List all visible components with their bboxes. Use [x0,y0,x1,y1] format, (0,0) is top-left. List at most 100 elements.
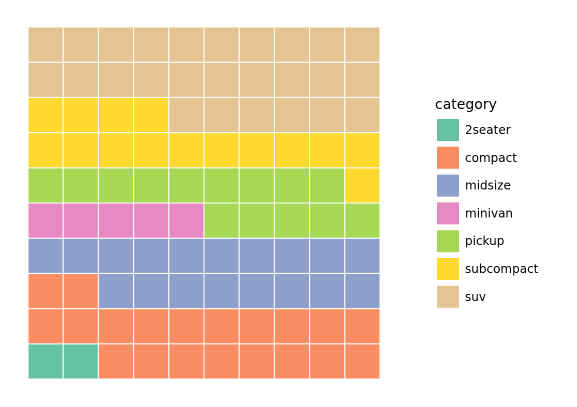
waffle-cell-minivan [168,202,205,239]
waffle-cell-compact [344,343,381,380]
waffle-cell-compact [344,308,381,345]
legend-label-suv: suv [465,290,486,304]
waffle-cell-pickup [203,202,240,239]
waffle-cell-suv [238,26,275,63]
waffle-cell-subcompact [273,132,311,169]
waffle-cell-pickup [273,167,311,204]
waffle-cell-midsize [273,237,311,274]
waffle-cell-minivan [133,202,170,239]
waffle-cell-suv [344,26,381,63]
waffle-cell-suv [309,61,346,98]
waffle-cell-compact [273,308,311,345]
waffle-cell-midsize [27,237,64,274]
legend: category 2seater compact midsize minivan pic… [435,97,539,308]
waffle-cell-pickup [168,167,205,204]
waffle-cell-compact [168,308,205,345]
waffle-cell-suv [133,61,170,98]
waffle-cell-suv [203,61,240,98]
waffle-cell-suv [203,96,240,134]
waffle-cell-pickup [97,167,135,204]
waffle-cell-subcompact [309,132,346,169]
legend-label-compact: compact [465,151,517,165]
waffle-cell-midsize [203,237,240,274]
legend-label-subcompact: subcompact [465,262,539,276]
waffle-cell-compact [203,343,240,380]
waffle-cell-subcompact [133,132,170,169]
waffle-cell-compact [62,272,99,310]
waffle-cell-midsize [203,272,240,310]
waffle-cell-midsize [97,272,135,310]
waffle-cell-suv [133,26,170,63]
waffle-cell-minivan [27,202,64,239]
waffle-cell-compact [309,308,346,345]
waffle-cell-suv [273,96,311,134]
waffle-cell-2seater [27,343,64,380]
waffle-cell-suv [273,26,311,63]
waffle-cell-suv [238,61,275,98]
waffle-cell-suv [309,26,346,63]
waffle-cell-minivan [97,202,135,239]
legend-key-compact [437,146,459,169]
waffle-cell-midsize [309,272,346,310]
legend-label-midsize: midsize [465,179,511,193]
waffle-cell-suv [344,96,381,134]
waffle-cell-suv [344,61,381,98]
waffle-cell-pickup [309,202,346,239]
waffle-cell-subcompact [97,132,135,169]
legend-label-pickup: pickup [465,234,504,248]
waffle-cell-midsize [97,237,135,274]
waffle-cell-suv [27,26,64,63]
waffle-cell-compact [203,308,240,345]
waffle-cell-suv [273,61,311,98]
waffle-cell-midsize [344,237,381,274]
waffle-cell-midsize [133,237,170,274]
waffle-cell-pickup [344,202,381,239]
waffle-cell-subcompact [344,132,381,169]
waffle-cell-compact [309,343,346,380]
waffle-cell-compact [97,308,135,345]
waffle-cell-pickup [133,167,170,204]
waffle-cell-midsize [238,237,275,274]
waffle-cell-pickup [62,167,99,204]
waffle-cell-subcompact [238,132,275,169]
waffle-cell-suv [168,26,205,63]
legend-title: category [435,97,497,113]
legend-label-minivan: minivan [465,206,513,220]
waffle-cell-pickup [203,167,240,204]
waffle-cell-subcompact [62,96,99,134]
waffle-cell-suv [238,96,275,134]
waffle-cell-midsize [309,237,346,274]
waffle-cell-midsize [62,237,99,274]
waffle-cell-suv [168,61,205,98]
waffle-cell-compact [62,308,99,345]
waffle-cell-suv [309,96,346,134]
waffle-cells [27,26,381,380]
legend-key-midsize [437,174,459,197]
waffle-cell-compact [133,308,170,345]
waffle-cell-suv [203,26,240,63]
waffle-cell-subcompact [62,132,99,169]
waffle-cell-subcompact [97,96,135,134]
waffle-cell-suv [168,96,205,134]
legend-key-minivan [437,202,459,225]
waffle-cell-compact [133,343,170,380]
waffle-cell-suv [97,61,135,98]
waffle-cell-suv [62,26,99,63]
waffle-cell-midsize [344,272,381,310]
legend-label-2seater: 2seater [465,123,511,137]
waffle-cell-midsize [238,272,275,310]
waffle-cell-pickup [27,167,64,204]
waffle-cell-subcompact [27,132,64,169]
waffle-cell-midsize [168,237,205,274]
waffle-cell-midsize [168,272,205,310]
waffle-cell-subcompact [203,132,240,169]
waffle-cell-subcompact [133,96,170,134]
waffle-cell-suv [27,61,64,98]
waffle-cell-2seater [62,343,99,380]
legend-key-suv [437,285,459,308]
waffle-cell-pickup [273,202,311,239]
waffle-cell-compact [27,308,64,345]
waffle-cell-compact [27,272,64,310]
waffle-cell-compact [238,308,275,345]
